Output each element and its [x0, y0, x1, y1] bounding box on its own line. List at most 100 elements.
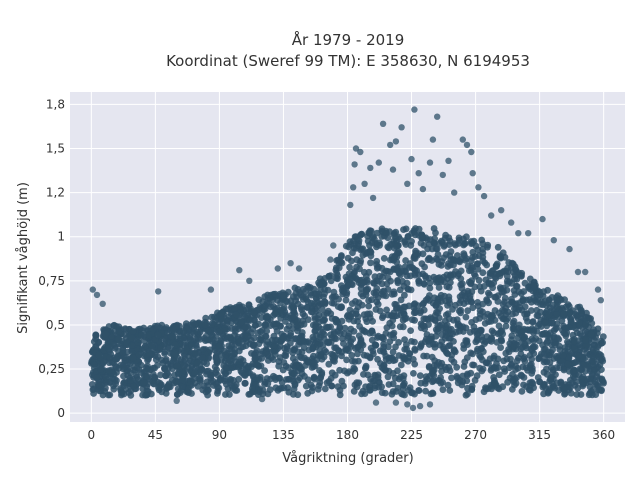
- data-point: [512, 340, 520, 348]
- data-point: [546, 377, 554, 385]
- data-point: [269, 348, 276, 355]
- data-point: [365, 297, 372, 304]
- data-point: [407, 241, 415, 249]
- data-point: [462, 313, 470, 321]
- data-point: [287, 332, 294, 339]
- data-point: [476, 351, 483, 359]
- data-point: [526, 275, 534, 283]
- data-point: [380, 361, 388, 369]
- data-point: [365, 302, 373, 310]
- data-point: [464, 341, 471, 348]
- data-point: [289, 293, 297, 301]
- data-point: [187, 336, 194, 344]
- data-point: [573, 378, 580, 386]
- data-point: [201, 321, 209, 329]
- data-point: [417, 342, 425, 350]
- data-point: [474, 302, 482, 310]
- data-point: [303, 296, 310, 303]
- data-point: [496, 272, 504, 280]
- data-point: [397, 296, 405, 304]
- x-axis-ticks: 0 45 90 135 180 225 270 315 360: [88, 428, 616, 442]
- data-point: [566, 245, 573, 253]
- data-point: [366, 310, 374, 318]
- data-point: [369, 194, 377, 202]
- data-point: [367, 375, 374, 383]
- data-point: [291, 370, 298, 378]
- data-point: [576, 303, 584, 311]
- data-point: [314, 386, 322, 393]
- data-point: [368, 234, 376, 242]
- data-point: [594, 343, 602, 350]
- data-point: [483, 333, 491, 340]
- data-point: [565, 368, 573, 375]
- data-point: [524, 366, 531, 374]
- data-point: [372, 399, 380, 406]
- data-point: [572, 358, 580, 366]
- data-point: [404, 285, 412, 293]
- data-point: [309, 344, 317, 352]
- data-point: [482, 385, 490, 393]
- data-point: [589, 386, 597, 393]
- data-point: [572, 310, 579, 318]
- data-point: [236, 267, 243, 274]
- data-point: [539, 341, 546, 349]
- data-point: [362, 272, 370, 280]
- data-point: [357, 257, 365, 265]
- data-point: [480, 192, 488, 200]
- data-point: [598, 366, 605, 373]
- data-point: [398, 124, 405, 131]
- data-point: [92, 332, 100, 339]
- data-point: [106, 391, 114, 399]
- data-point: [420, 280, 428, 288]
- x-tick-label: 270: [464, 428, 487, 442]
- data-point: [128, 348, 136, 355]
- data-point: [457, 297, 465, 304]
- data-point: [102, 374, 110, 381]
- data-point: [529, 367, 536, 374]
- data-point: [97, 387, 105, 395]
- data-point: [280, 384, 288, 392]
- data-point: [595, 353, 603, 361]
- data-point: [468, 267, 475, 274]
- x-tick-label: 225: [400, 428, 423, 442]
- data-point: [394, 367, 401, 375]
- data-point: [438, 325, 446, 333]
- data-point: [367, 164, 374, 172]
- data-point: [93, 374, 101, 381]
- data-point: [492, 293, 500, 301]
- data-point: [218, 310, 226, 317]
- data-point: [533, 292, 541, 300]
- data-point: [582, 336, 589, 344]
- data-point: [463, 233, 470, 241]
- data-point: [415, 387, 422, 394]
- data-point: [397, 373, 404, 381]
- data-point: [341, 367, 348, 375]
- data-point: [372, 341, 379, 349]
- data-point: [484, 241, 492, 249]
- data-point: [304, 376, 312, 384]
- data-point: [438, 258, 446, 265]
- data-point: [360, 351, 368, 359]
- data-point: [587, 330, 595, 338]
- data-point: [469, 254, 476, 261]
- data-point: [318, 369, 326, 376]
- data-point: [393, 264, 401, 272]
- data-point: [544, 338, 551, 345]
- data-point: [565, 343, 572, 351]
- data-point: [491, 379, 499, 387]
- data-point: [129, 328, 137, 335]
- data-point: [161, 340, 169, 348]
- data-point: [211, 363, 219, 371]
- data-point: [273, 320, 281, 328]
- data-point: [447, 256, 455, 263]
- data-point: [277, 315, 285, 322]
- data-point: [566, 384, 574, 391]
- data-point: [410, 370, 417, 377]
- data-point: [174, 391, 181, 398]
- data-point: [512, 309, 520, 317]
- data-point: [561, 386, 568, 394]
- data-point: [543, 365, 550, 373]
- data-point: [530, 329, 537, 337]
- y-tick-label: 1,5: [46, 141, 65, 155]
- data-point: [355, 379, 363, 387]
